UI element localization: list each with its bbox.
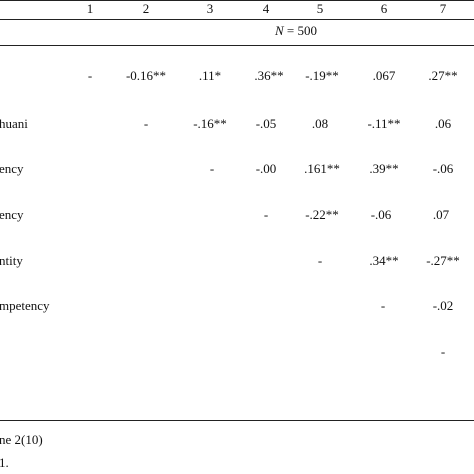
row-1-col-5: -.19**: [305, 68, 339, 83]
row-4-col-7: .07: [432, 207, 450, 222]
row-4-label: ency: [0, 207, 24, 222]
row-1-col-2: -0.16**: [125, 68, 167, 83]
row-1-col-4: .36**: [254, 68, 284, 83]
column-header-4: 4: [262, 1, 270, 16]
row-5-col-5: -: [317, 253, 323, 268]
column-header-7: 7: [439, 1, 447, 16]
row-5-col-6: .34**: [369, 253, 399, 268]
column-header-6: 6: [380, 1, 388, 16]
subheader-rule: [0, 45, 474, 46]
row-1-col-7: .27**: [428, 68, 458, 83]
sample-size-label: N = 500: [275, 23, 317, 39]
column-header-3: 3: [206, 1, 214, 16]
table-bottom-rule: [0, 420, 474, 421]
row-3-col-4: -.00: [255, 161, 277, 176]
row-2-col-4: -.05: [255, 116, 277, 131]
column-header-2: 2: [142, 1, 150, 16]
row-3-col-3: -: [209, 161, 215, 176]
row-7-col-7: -: [440, 344, 446, 359]
header-rule: [0, 19, 474, 20]
table-top-rule: [0, 0, 474, 1]
row-1-col-6: .067: [372, 68, 396, 83]
row-4-col-4: -: [263, 207, 269, 222]
sample-size-n: N: [275, 23, 284, 38]
row-2-col-7: .06: [434, 116, 452, 131]
table-footnote: 1.: [0, 455, 9, 470]
sample-size-value: = 500: [283, 23, 318, 38]
row-5-label: ntity: [0, 253, 23, 268]
row-3-col-7: -.06: [432, 161, 454, 176]
column-header-5: 5: [316, 1, 324, 16]
row-5-col-7: -.27**: [426, 253, 460, 268]
row-3-col-5: .161**: [304, 161, 340, 176]
row-2-col-5: .08: [311, 116, 329, 131]
row-1-col-1: -: [87, 68, 93, 83]
row-4-col-5: -.22**: [305, 207, 339, 222]
row-2-label: huani: [0, 116, 28, 131]
row-4-col-6: -.06: [370, 207, 392, 222]
row-2-col-6: -.11**: [367, 116, 401, 131]
row-6-col-6: -: [380, 298, 386, 313]
row-2-col-3: -.16**: [193, 116, 227, 131]
row-2-col-2: -: [143, 116, 149, 131]
column-header-1: 1: [86, 1, 94, 16]
table-note: ne 2(10): [0, 432, 43, 447]
row-1-col-3: .11*: [198, 68, 222, 83]
row-6-col-7: -.02: [432, 298, 454, 313]
row-6-label: mpetency: [0, 298, 50, 313]
row-3-col-6: .39**: [369, 161, 399, 176]
row-3-label: ency: [0, 161, 24, 176]
